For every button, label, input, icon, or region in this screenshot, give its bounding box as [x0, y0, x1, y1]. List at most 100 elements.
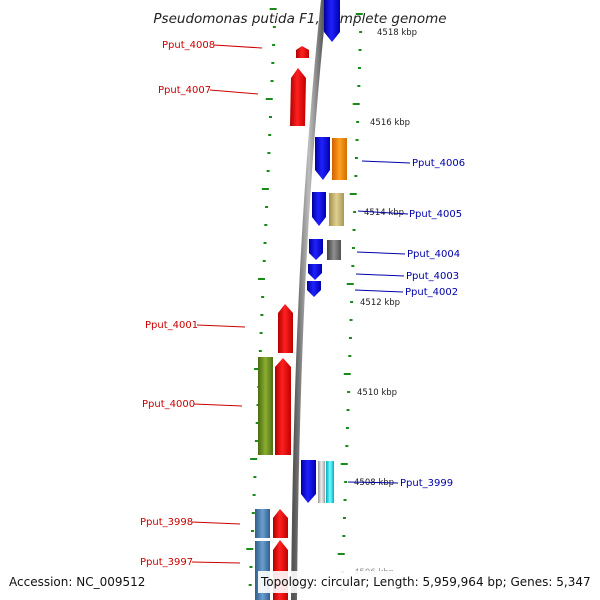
gene-arrow-pput-4007[interactable] [290, 68, 306, 126]
scale-tick [251, 530, 255, 532]
scale-tick [358, 49, 362, 51]
scale-tick [354, 175, 358, 177]
scale-tick [344, 481, 348, 483]
scale-tick [352, 103, 360, 105]
gene-label-pput-4008[interactable]: Pput_4008 [162, 40, 215, 51]
leader-line [196, 324, 246, 328]
scale-tick [355, 139, 359, 141]
scale-tick [263, 242, 267, 244]
scale-tick [261, 188, 269, 190]
scale-labels: 4518 kbp 4516 kbp 4514 kbp 4512 kbp 4510… [354, 28, 417, 578]
genome-backbone [291, 0, 327, 600]
map-title: Pseudomonas putida F1, complete genome [153, 11, 446, 27]
scale-tick [256, 404, 260, 406]
scale-tick [354, 157, 358, 159]
leader-line [191, 561, 241, 564]
cog-box-pput-4000 [258, 357, 273, 455]
scale-tick [249, 566, 253, 568]
footer-background-left [6, 571, 176, 593]
scale-tick [266, 170, 270, 172]
scale-tick [269, 8, 277, 10]
gene-label-pput-3999[interactable]: Pput_3999 [400, 478, 453, 489]
forward-strand-genes [273, 46, 309, 600]
leader-line [213, 44, 263, 49]
gene-label-pput-3998[interactable]: Pput_3998 [140, 517, 193, 528]
gene-arrow-pput-4004[interactable] [309, 239, 323, 260]
scale-label: 4510 kbp [357, 388, 397, 398]
gene-label-pput-4003[interactable]: Pput_4003 [406, 271, 459, 282]
scale-tick [348, 337, 352, 339]
leader-line [209, 89, 259, 95]
scale-tick [268, 116, 272, 118]
gene-arrow-pput-4001[interactable] [278, 304, 293, 353]
cog-box-pput-4006 [332, 138, 347, 180]
leader-line [193, 403, 243, 407]
scale-tick [357, 67, 361, 69]
scale-tick [351, 247, 355, 249]
scale-tick [340, 463, 348, 465]
gene-label-pput-4006[interactable]: Pput_4006 [412, 158, 465, 169]
scale-tick [271, 62, 275, 64]
scale-tick [345, 445, 349, 447]
scale-tick [250, 458, 258, 460]
gene-label-pput-4005[interactable]: Pput_4005 [409, 209, 462, 220]
cog-boxes-right [318, 138, 347, 503]
scale-tick [254, 440, 258, 442]
scale-label: 4516 kbp [370, 118, 410, 128]
scale-tick [347, 391, 351, 393]
gene-label-pput-4001[interactable]: Pput_4001 [145, 320, 198, 331]
cog-boxes-left [255, 357, 273, 600]
leader-line [354, 289, 404, 293]
leader-line [356, 251, 406, 255]
gene-arrow-pput-4002[interactable] [307, 281, 321, 297]
scale-tick [262, 260, 266, 262]
leader-line [361, 160, 411, 164]
leader-line [191, 521, 241, 525]
gene-arrow-top[interactable] [324, 0, 340, 42]
gene-arrow-pput-3999[interactable] [301, 460, 316, 503]
cog-box-pput-3999-b [326, 461, 334, 503]
topology-text: Topology: circular; Length: 5,959,964 bp… [260, 575, 591, 589]
scale-tick [254, 368, 262, 370]
scale-tick [351, 265, 355, 267]
scale-tick [258, 350, 262, 352]
scale-tick [272, 44, 276, 46]
gene-label-pput-4000[interactable]: Pput_4000 [142, 399, 195, 410]
scale-tick [251, 512, 255, 514]
gene-arrow-pput-4005[interactable] [312, 192, 326, 226]
leader-line [355, 273, 405, 277]
scale-tick [345, 427, 349, 429]
gene-label-pput-4002[interactable]: Pput_4002 [405, 287, 458, 298]
cog-box-pput-3998 [255, 509, 270, 538]
scale-tick [265, 98, 273, 100]
scale-tick [252, 494, 256, 496]
scale-tick [272, 26, 276, 28]
accession-text: Accession: NC_009512 [9, 575, 145, 589]
cog-box-pput-3999-a [318, 461, 325, 503]
scale-tick [261, 296, 265, 298]
gene-label-pput-4007[interactable]: Pput_4007 [158, 85, 211, 96]
leader-line [357, 210, 409, 215]
gene-arrow-pput-4006[interactable] [315, 137, 330, 180]
scale-tick [248, 584, 252, 586]
scale-tick [343, 499, 347, 501]
scale-label: 4512 kbp [360, 298, 400, 308]
gene-label-pput-3997[interactable]: Pput_3997 [140, 557, 193, 568]
scale-tick [264, 224, 268, 226]
gene-arrow-pput-4008[interactable] [296, 46, 309, 58]
gene-arrow-pput-3998[interactable] [273, 509, 288, 538]
scale-tick [342, 517, 346, 519]
scale-tick [349, 193, 357, 195]
gene-arrow-pput-4000[interactable] [275, 358, 291, 455]
scale-tick [265, 206, 269, 208]
gene-labels-right: Pput_4006 Pput_4005 Pput_4004 Pput_4003 … [347, 158, 465, 489]
gene-label-pput-4004[interactable]: Pput_4004 [407, 249, 460, 260]
scale-tick [343, 373, 351, 375]
scale-tick [355, 13, 363, 15]
scale-tick [342, 535, 346, 537]
gene-arrow-pput-4003[interactable] [308, 264, 322, 280]
scale-tick [356, 121, 360, 123]
scale-tick [357, 85, 361, 87]
scale-tick [349, 319, 353, 321]
